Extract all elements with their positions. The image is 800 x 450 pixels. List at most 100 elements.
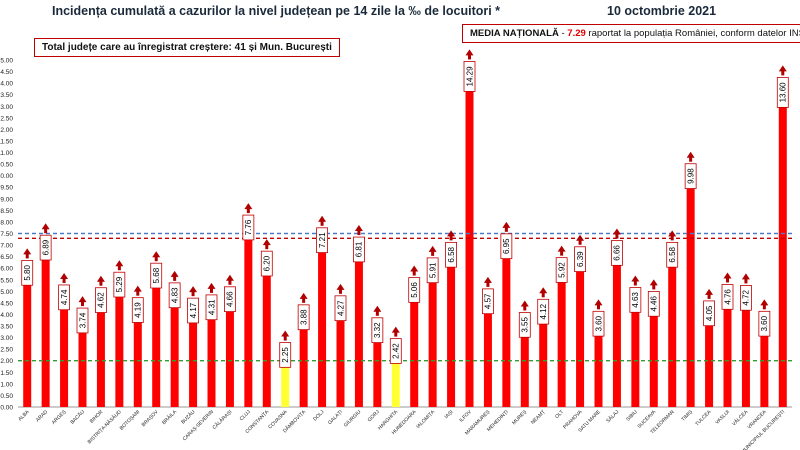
value-label: 5.92	[557, 262, 566, 278]
y-tick-label: 13.00	[0, 104, 13, 111]
value-label-box	[168, 282, 181, 309]
value-label-box	[58, 284, 70, 311]
value-label: 4.66	[226, 291, 235, 307]
increase-arrow-shaft	[707, 293, 711, 299]
increase-arrow-shaft	[44, 228, 48, 234]
national-average-note: raportat la populația României, conform …	[585, 28, 800, 39]
bar	[778, 92, 787, 408]
value-label: 6.20	[263, 255, 272, 271]
value-label: 4.12	[539, 303, 548, 319]
value-label-box	[150, 262, 163, 289]
increase-arrow-head	[336, 283, 345, 290]
value-label: 4.05	[705, 305, 714, 321]
y-tick-label: 10.00	[0, 173, 13, 180]
y-tick-label: 8.50	[0, 208, 13, 215]
value-label-box	[205, 294, 218, 321]
increase-arrow-shaft	[154, 256, 158, 262]
y-tick-label: 11.00	[0, 150, 13, 157]
value-label-box	[76, 307, 89, 334]
value-label-box	[279, 342, 292, 368]
y-tick-label: 14.00	[0, 81, 13, 88]
y-tick-label: 13.50	[0, 92, 13, 99]
category-label: GORJ	[367, 409, 381, 423]
value-label: 4.62	[97, 292, 106, 308]
value-label: 4.57	[484, 293, 493, 309]
increase-arrow-head	[170, 270, 179, 277]
category-label: SIBIU	[625, 409, 639, 423]
y-tick-label: 2.50	[0, 347, 13, 354]
value-label-box	[647, 291, 660, 317]
increase-arrow-head	[318, 215, 327, 222]
value-label: 6.95	[502, 238, 511, 254]
increase-arrow-shaft	[320, 220, 324, 226]
increase-arrow-head	[428, 245, 437, 252]
increase-arrow-head	[281, 330, 290, 337]
y-tick-label: 1.50	[0, 370, 13, 377]
bar	[318, 240, 327, 407]
bar	[594, 323, 603, 407]
increase-arrow-shaft	[81, 301, 84, 307]
increase-arrow-shaft	[339, 288, 342, 294]
y-tick-label: 1.00	[0, 381, 13, 388]
value-label: 6.58	[668, 246, 677, 262]
value-label-box	[426, 257, 439, 284]
increase-arrow-shaft	[762, 304, 766, 310]
increase-arrow-shaft	[744, 278, 748, 284]
bar	[281, 354, 290, 407]
category-label: TULCEA	[694, 409, 713, 428]
increase-arrow-shaft	[615, 233, 619, 239]
y-tick-label: 9.00	[0, 196, 13, 203]
y-tick-label: 15.00	[0, 58, 13, 65]
bar	[520, 324, 529, 407]
value-label: 6.81	[355, 241, 364, 257]
value-label-box	[463, 61, 476, 92]
value-label-box	[592, 310, 605, 337]
increase-arrow-head	[207, 282, 216, 289]
bar	[686, 176, 695, 407]
value-label-box	[21, 260, 34, 286]
value-label: 4.74	[60, 289, 69, 305]
value-label: 6.89	[41, 239, 50, 255]
increase-arrow-head	[354, 225, 363, 232]
increase-arrow-head	[502, 221, 511, 228]
value-label: 4.72	[742, 289, 751, 305]
increase-arrow-shaft	[781, 70, 785, 76]
increase-arrow-head	[96, 275, 105, 282]
increase-arrow-head	[649, 279, 658, 286]
value-label-box	[187, 297, 199, 324]
increase-arrow-head	[594, 299, 603, 306]
increase-arrow-shaft	[486, 281, 490, 287]
category-label: IAȘI	[444, 409, 455, 420]
y-tick-label: 5.00	[0, 289, 13, 296]
value-label-box	[371, 317, 384, 343]
value-label: 3.60	[594, 315, 603, 331]
value-label: 4.27	[336, 300, 345, 316]
increase-arrow-shaft	[468, 54, 471, 60]
bar	[189, 310, 198, 407]
value-label: 5.80	[23, 264, 32, 280]
y-tick-label: 11.50	[0, 138, 13, 145]
value-label: 4.17	[189, 302, 198, 318]
y-tick-label: 12.00	[0, 127, 13, 134]
value-label-box	[242, 214, 255, 241]
y-tick-label: 6.50	[0, 254, 13, 261]
increase-arrow-head	[686, 151, 695, 158]
value-label: 9.98	[686, 168, 695, 184]
increase-arrow-head	[391, 326, 400, 333]
y-tick-label: 7.00	[0, 243, 13, 250]
value-label-box	[445, 241, 457, 268]
value-label: 7.76	[244, 219, 253, 235]
value-label: 4.63	[631, 292, 640, 308]
category-label: ARAD	[35, 409, 49, 423]
value-label-box	[113, 271, 126, 298]
category-label: MUREȘ	[511, 409, 528, 426]
increase-arrow-head	[447, 230, 456, 237]
value-label-box	[297, 304, 310, 331]
value-label-box	[776, 76, 789, 108]
increase-arrow-shaft	[302, 297, 306, 303]
y-tick-label: 12.50	[0, 115, 13, 122]
report-date: 10 octombrie 2021	[607, 4, 717, 18]
increase-arrow-shaft	[504, 226, 508, 232]
category-label: ARGEȘ	[51, 409, 68, 426]
